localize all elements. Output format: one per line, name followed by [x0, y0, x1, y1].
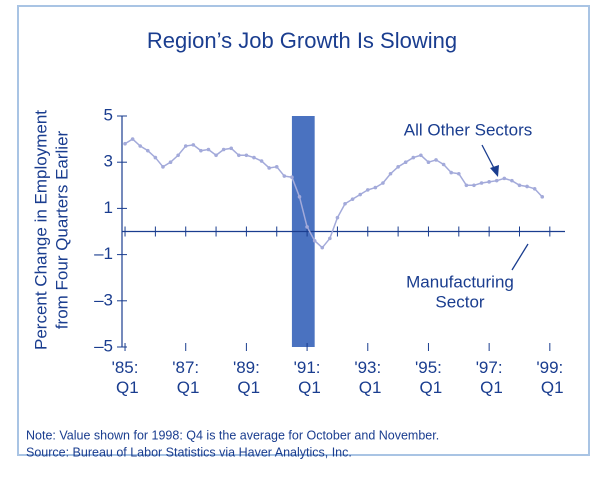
point	[259, 159, 264, 163]
point	[282, 174, 287, 178]
point	[183, 144, 188, 148]
y-tick-label: –3	[94, 290, 113, 309]
point	[457, 171, 461, 176]
annotation-line	[511, 243, 529, 271]
note: Note: Value shown for 1998: Q4 is the av…	[26, 428, 439, 442]
point	[328, 236, 332, 241]
y-tick-label: –1	[94, 244, 113, 263]
point	[388, 171, 393, 176]
point	[441, 162, 446, 167]
point	[449, 170, 454, 175]
x-tick-label: '95: Q1	[415, 358, 442, 397]
point	[403, 160, 408, 164]
y-axis-label: Percent Change in Employment	[31, 110, 50, 350]
annotation: All Other Sectors	[404, 120, 533, 139]
point	[373, 185, 378, 190]
y-tick-label: 1	[104, 198, 113, 217]
point	[130, 137, 135, 141]
point	[229, 146, 234, 151]
annotation: Manufacturing	[406, 272, 514, 291]
point	[153, 155, 158, 160]
point	[168, 160, 173, 164]
x-tick-label: '97: Q1	[475, 358, 502, 397]
point	[214, 153, 218, 158]
x-tick-label: '87: Q1	[172, 358, 199, 397]
point	[525, 184, 529, 189]
point	[206, 147, 211, 152]
point	[464, 183, 469, 188]
point	[426, 160, 431, 164]
point	[419, 153, 423, 158]
point	[411, 155, 416, 160]
point	[343, 201, 347, 206]
point	[517, 183, 522, 188]
point	[176, 153, 180, 158]
point	[472, 183, 476, 188]
point	[145, 148, 150, 153]
frame	[17, 5, 590, 456]
point	[221, 147, 226, 152]
point	[244, 153, 249, 158]
y-tick-label: –5	[94, 336, 113, 355]
arrow-head	[490, 165, 499, 177]
point	[510, 178, 514, 183]
point	[252, 155, 256, 160]
point	[532, 186, 537, 191]
point	[290, 175, 294, 180]
point	[358, 192, 362, 197]
point	[350, 197, 355, 201]
point	[312, 238, 317, 243]
point	[487, 180, 491, 184]
point	[434, 158, 438, 162]
point	[502, 176, 507, 181]
point	[540, 195, 545, 199]
point	[237, 153, 241, 158]
point	[274, 165, 279, 169]
point	[123, 141, 127, 146]
point	[161, 165, 165, 169]
x-tick-label: '91: Q1	[293, 358, 320, 397]
y-tick-label: 5	[104, 105, 113, 124]
annotation: Sector	[435, 292, 484, 311]
point	[320, 245, 325, 250]
point	[479, 181, 484, 185]
x-tick-label: '99: Q1	[536, 358, 563, 397]
point	[297, 195, 302, 199]
point	[267, 166, 271, 170]
point	[199, 148, 203, 153]
chart-title: Region’s Job Growth Is Slowing	[147, 28, 457, 53]
point	[335, 215, 340, 220]
x-tick-label: '93: Q1	[354, 358, 381, 397]
x-tick-label: '89: Q1	[233, 358, 260, 397]
point	[494, 178, 499, 183]
point	[138, 144, 143, 148]
note: Source: Bureau of Labor Statistics via H…	[26, 445, 352, 459]
y-axis-label: from Four Quarters Earlier	[52, 130, 71, 329]
point	[305, 225, 309, 229]
point	[191, 143, 196, 147]
point	[381, 181, 385, 185]
point	[365, 188, 370, 192]
point	[396, 165, 400, 169]
x-tick-label: '85: Q1	[111, 358, 138, 397]
y-tick-label: 3	[104, 152, 113, 171]
